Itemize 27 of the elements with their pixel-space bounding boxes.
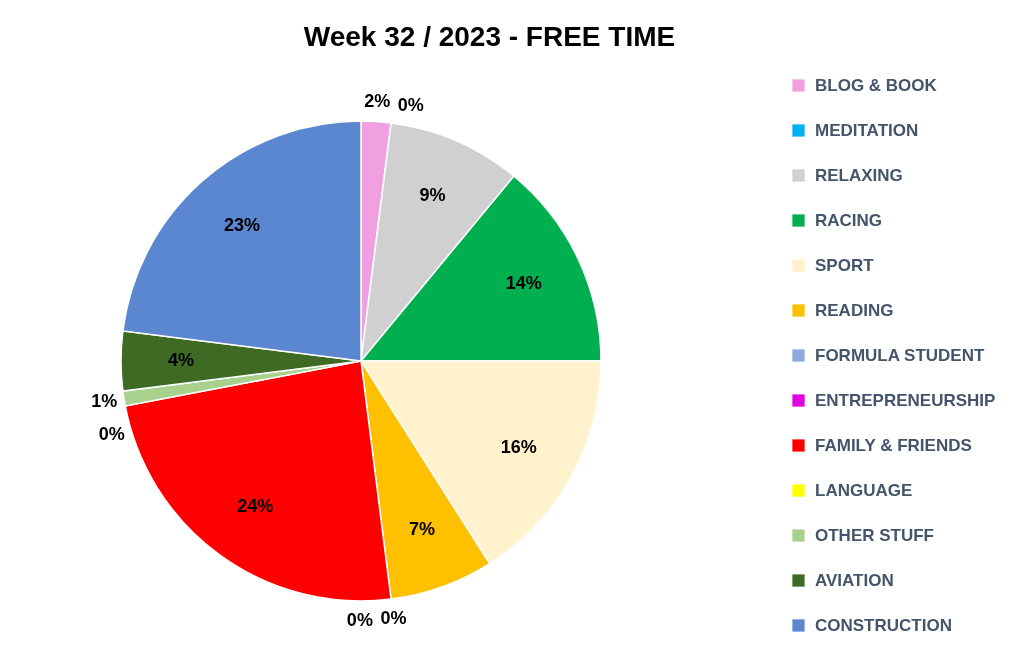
legend-label: FAMILY & FRIENDS — [815, 435, 972, 455]
chart-title: Week 32 / 2023 - FREE TIME — [303, 21, 676, 52]
data-label: 23% — [223, 214, 260, 235]
data-label: 7% — [408, 519, 435, 540]
data-label: 4% — [167, 350, 195, 370]
legend-label: SPORT — [815, 255, 875, 275]
legend-label: OTHER STUFF — [815, 525, 934, 545]
legend-label: MEDITATION — [815, 120, 919, 140]
data-label: 16% — [500, 436, 537, 457]
legend-label: LANGUAGE — [815, 480, 913, 500]
text: 0% — [98, 423, 125, 444]
text: 0% — [380, 607, 407, 628]
text: 0% — [346, 610, 373, 630]
legend-label: ENTREPRENEURSHIP — [815, 390, 996, 410]
data-label: 1% — [91, 390, 118, 411]
legend-label: CONSTRUCTION — [815, 615, 952, 635]
legend-label: FORMULA STUDENT — [815, 345, 985, 365]
legend-label: AVIATION — [815, 570, 894, 590]
text: 0% — [397, 94, 424, 115]
legend-label: RELAXING — [815, 165, 903, 185]
data-label: 24% — [237, 495, 274, 516]
data-label: 2% — [364, 90, 391, 111]
legend-label: RACING — [815, 210, 883, 230]
legend-label: BLOG & BOOK — [815, 75, 938, 95]
data-label: 9% — [419, 184, 446, 205]
data-label: 14% — [505, 273, 542, 294]
legend-label: READING — [815, 300, 894, 320]
